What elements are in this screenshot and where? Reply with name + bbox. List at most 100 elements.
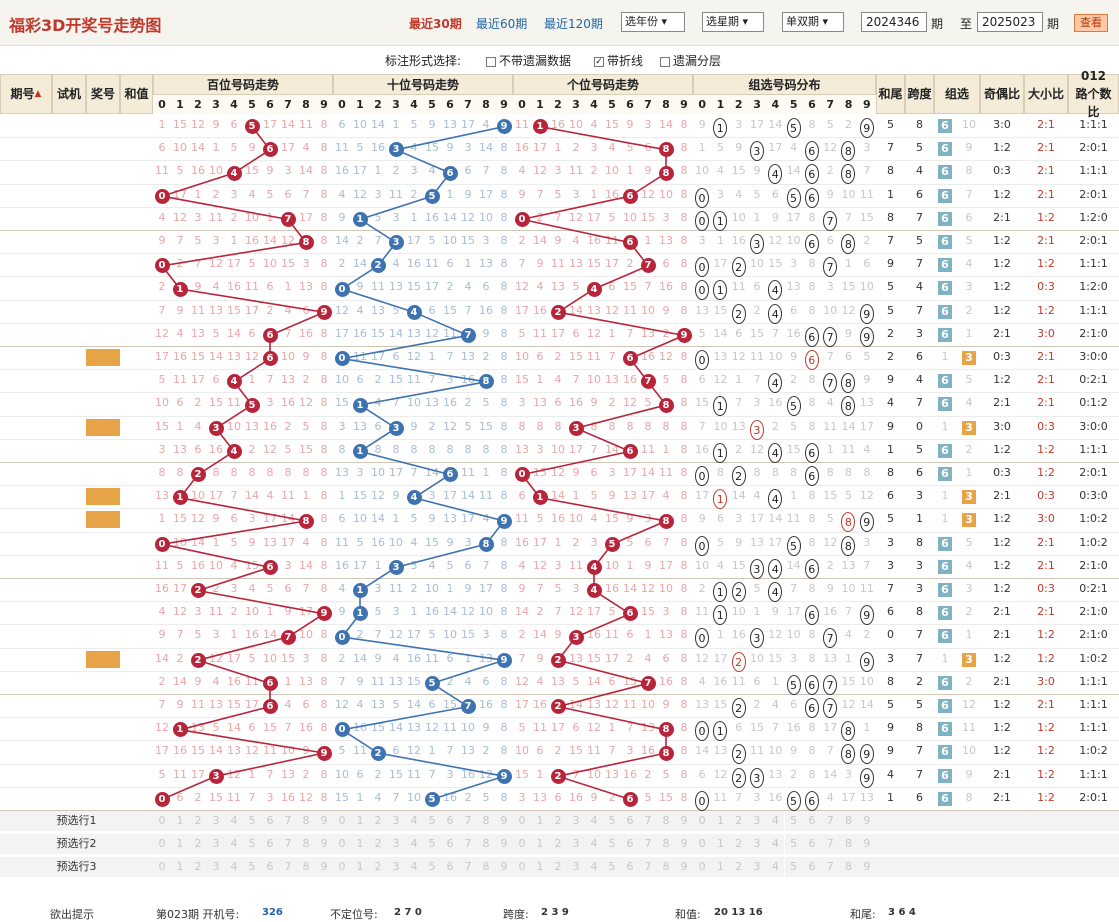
preselect-digit[interactable]: 6	[261, 811, 279, 831]
preselect-digit[interactable]: 8	[297, 857, 315, 877]
preselect-digit[interactable]: 1	[711, 857, 730, 877]
preselect-digit[interactable]: 3	[387, 811, 405, 831]
view-button[interactable]: 查看	[1074, 14, 1108, 32]
preselect-digit[interactable]: 2	[189, 857, 207, 877]
preselect-digit[interactable]: 8	[477, 834, 495, 854]
checkbox-icon[interactable]	[660, 56, 670, 67]
preselect-digit[interactable]: 6	[261, 857, 279, 877]
preselect-digit[interactable]: 8	[297, 834, 315, 854]
preselect-digit[interactable]: 4	[766, 834, 785, 854]
checkbox-icon[interactable]	[486, 56, 496, 67]
preselect-digit[interactable]: 5	[243, 834, 261, 854]
preselect-digit[interactable]: 0	[333, 834, 351, 854]
preselect-digit[interactable]: 8	[657, 811, 675, 831]
preselect-digit[interactable]: 7	[821, 811, 840, 831]
preselect-digit[interactable]: 5	[603, 857, 621, 877]
checkbox-checked-icon[interactable]: ✓	[594, 56, 604, 67]
preselect-digit[interactable]: 1	[531, 857, 549, 877]
preselect-digit[interactable]: 9	[675, 834, 693, 854]
preselect-digit[interactable]: 9	[315, 857, 333, 877]
preselect-digit[interactable]: 1	[351, 834, 369, 854]
nav-recent-30[interactable]: 最近30期	[409, 17, 462, 31]
preselect-digit[interactable]: 0	[153, 811, 171, 831]
preselect-digit[interactable]: 2	[729, 811, 748, 831]
preselect-digit[interactable]: 8	[839, 834, 858, 854]
preselect-digit[interactable]: 6	[621, 811, 639, 831]
preselect-digit[interactable]: 3	[207, 811, 225, 831]
option-layer[interactable]: 遗漏分层	[660, 52, 721, 69]
preselect-digit[interactable]: 1	[351, 811, 369, 831]
preselect-digit[interactable]: 3	[207, 857, 225, 877]
preselect-digit[interactable]: 2	[189, 834, 207, 854]
nav-recent-60[interactable]: 最近60期	[476, 17, 528, 31]
preselect-digit[interactable]: 7	[459, 857, 477, 877]
preselect-digit[interactable]: 7	[279, 811, 297, 831]
preselect-digit[interactable]: 2	[369, 811, 387, 831]
preselect-digit[interactable]: 3	[747, 811, 767, 831]
preselect-digit[interactable]: 9	[857, 834, 876, 854]
preselect-digit[interactable]: 0	[153, 834, 171, 854]
preselect-digit[interactable]: 9	[857, 811, 876, 831]
preselect-digit[interactable]: 0	[693, 811, 712, 831]
preselect-digit[interactable]: 5	[603, 834, 621, 854]
preselect-digit[interactable]: 3	[747, 857, 767, 877]
col-period-header[interactable]: 期号 ▲	[0, 74, 52, 114]
select-year[interactable]: 选年份	[621, 12, 685, 32]
preselect-digit[interactable]: 9	[315, 811, 333, 831]
preselect-digit[interactable]: 4	[405, 834, 423, 854]
preselect-digit[interactable]: 8	[477, 811, 495, 831]
preselect-digit[interactable]: 1	[171, 834, 189, 854]
preselect-digit[interactable]: 0	[153, 857, 171, 877]
preselect-digit[interactable]: 4	[585, 811, 603, 831]
preselect-digit[interactable]: 7	[279, 834, 297, 854]
preselect-digit[interactable]: 1	[351, 857, 369, 877]
preselect-digit[interactable]: 1	[171, 811, 189, 831]
preselect-digit[interactable]: 6	[802, 834, 822, 854]
preselect-digit[interactable]: 5	[603, 811, 621, 831]
preselect-digit[interactable]: 9	[675, 811, 693, 831]
preselect-digit[interactable]: 3	[567, 857, 585, 877]
preselect-digit[interactable]: 0	[333, 811, 351, 831]
nav-recent-120[interactable]: 最近120期	[544, 17, 603, 31]
preselect-digit[interactable]: 3	[207, 834, 225, 854]
preselect-digit[interactable]: 0	[693, 834, 712, 854]
preselect-digit[interactable]: 0	[513, 811, 531, 831]
preselect-digit[interactable]: 7	[459, 834, 477, 854]
preselect-digit[interactable]: 2	[189, 811, 207, 831]
preselect-digit[interactable]: 6	[802, 857, 822, 877]
preselect-digit[interactable]: 3	[747, 834, 767, 854]
preselect-digit[interactable]: 8	[657, 834, 675, 854]
preselect-digit[interactable]: 2	[369, 834, 387, 854]
select-weekday[interactable]: 选星期	[702, 12, 764, 32]
sort-icon[interactable]: ▲	[34, 89, 42, 99]
end-period-input[interactable]: 2025023	[977, 12, 1043, 32]
preselect-digit[interactable]: 2	[729, 857, 748, 877]
preselect-digit[interactable]: 3	[387, 834, 405, 854]
preselect-digit[interactable]: 5	[423, 811, 441, 831]
preselect-digit[interactable]: 0	[513, 857, 531, 877]
preselect-digit[interactable]: 3	[567, 834, 585, 854]
preselect-digit[interactable]: 6	[621, 857, 639, 877]
preselect-digit[interactable]: 6	[441, 834, 459, 854]
preselect-digit[interactable]: 5	[423, 857, 441, 877]
preselect-digit[interactable]: 4	[405, 857, 423, 877]
preselect-digit[interactable]: 7	[821, 857, 840, 877]
preselect-digit[interactable]: 6	[621, 834, 639, 854]
preselect-digit[interactable]: 1	[171, 857, 189, 877]
preselect-digit[interactable]: 4	[585, 834, 603, 854]
preselect-digit[interactable]: 4	[405, 811, 423, 831]
preselect-digit[interactable]: 5	[784, 811, 803, 831]
preselect-digit[interactable]: 4	[225, 834, 243, 854]
preselect-digit[interactable]: 9	[495, 834, 513, 854]
preselect-digit[interactable]: 3	[567, 811, 585, 831]
preselect-digit[interactable]: 1	[531, 811, 549, 831]
preselect-digit[interactable]: 2	[729, 834, 748, 854]
preselect-digit[interactable]: 5	[784, 857, 803, 877]
preselect-digit[interactable]: 8	[839, 857, 858, 877]
preselect-digit[interactable]: 9	[495, 857, 513, 877]
preselect-digit[interactable]: 6	[441, 857, 459, 877]
preselect-digit[interactable]: 9	[315, 834, 333, 854]
option-polyline[interactable]: ✓ 带折线	[594, 52, 643, 69]
preselect-digit[interactable]: 5	[243, 811, 261, 831]
preselect-digit[interactable]: 5	[243, 857, 261, 877]
